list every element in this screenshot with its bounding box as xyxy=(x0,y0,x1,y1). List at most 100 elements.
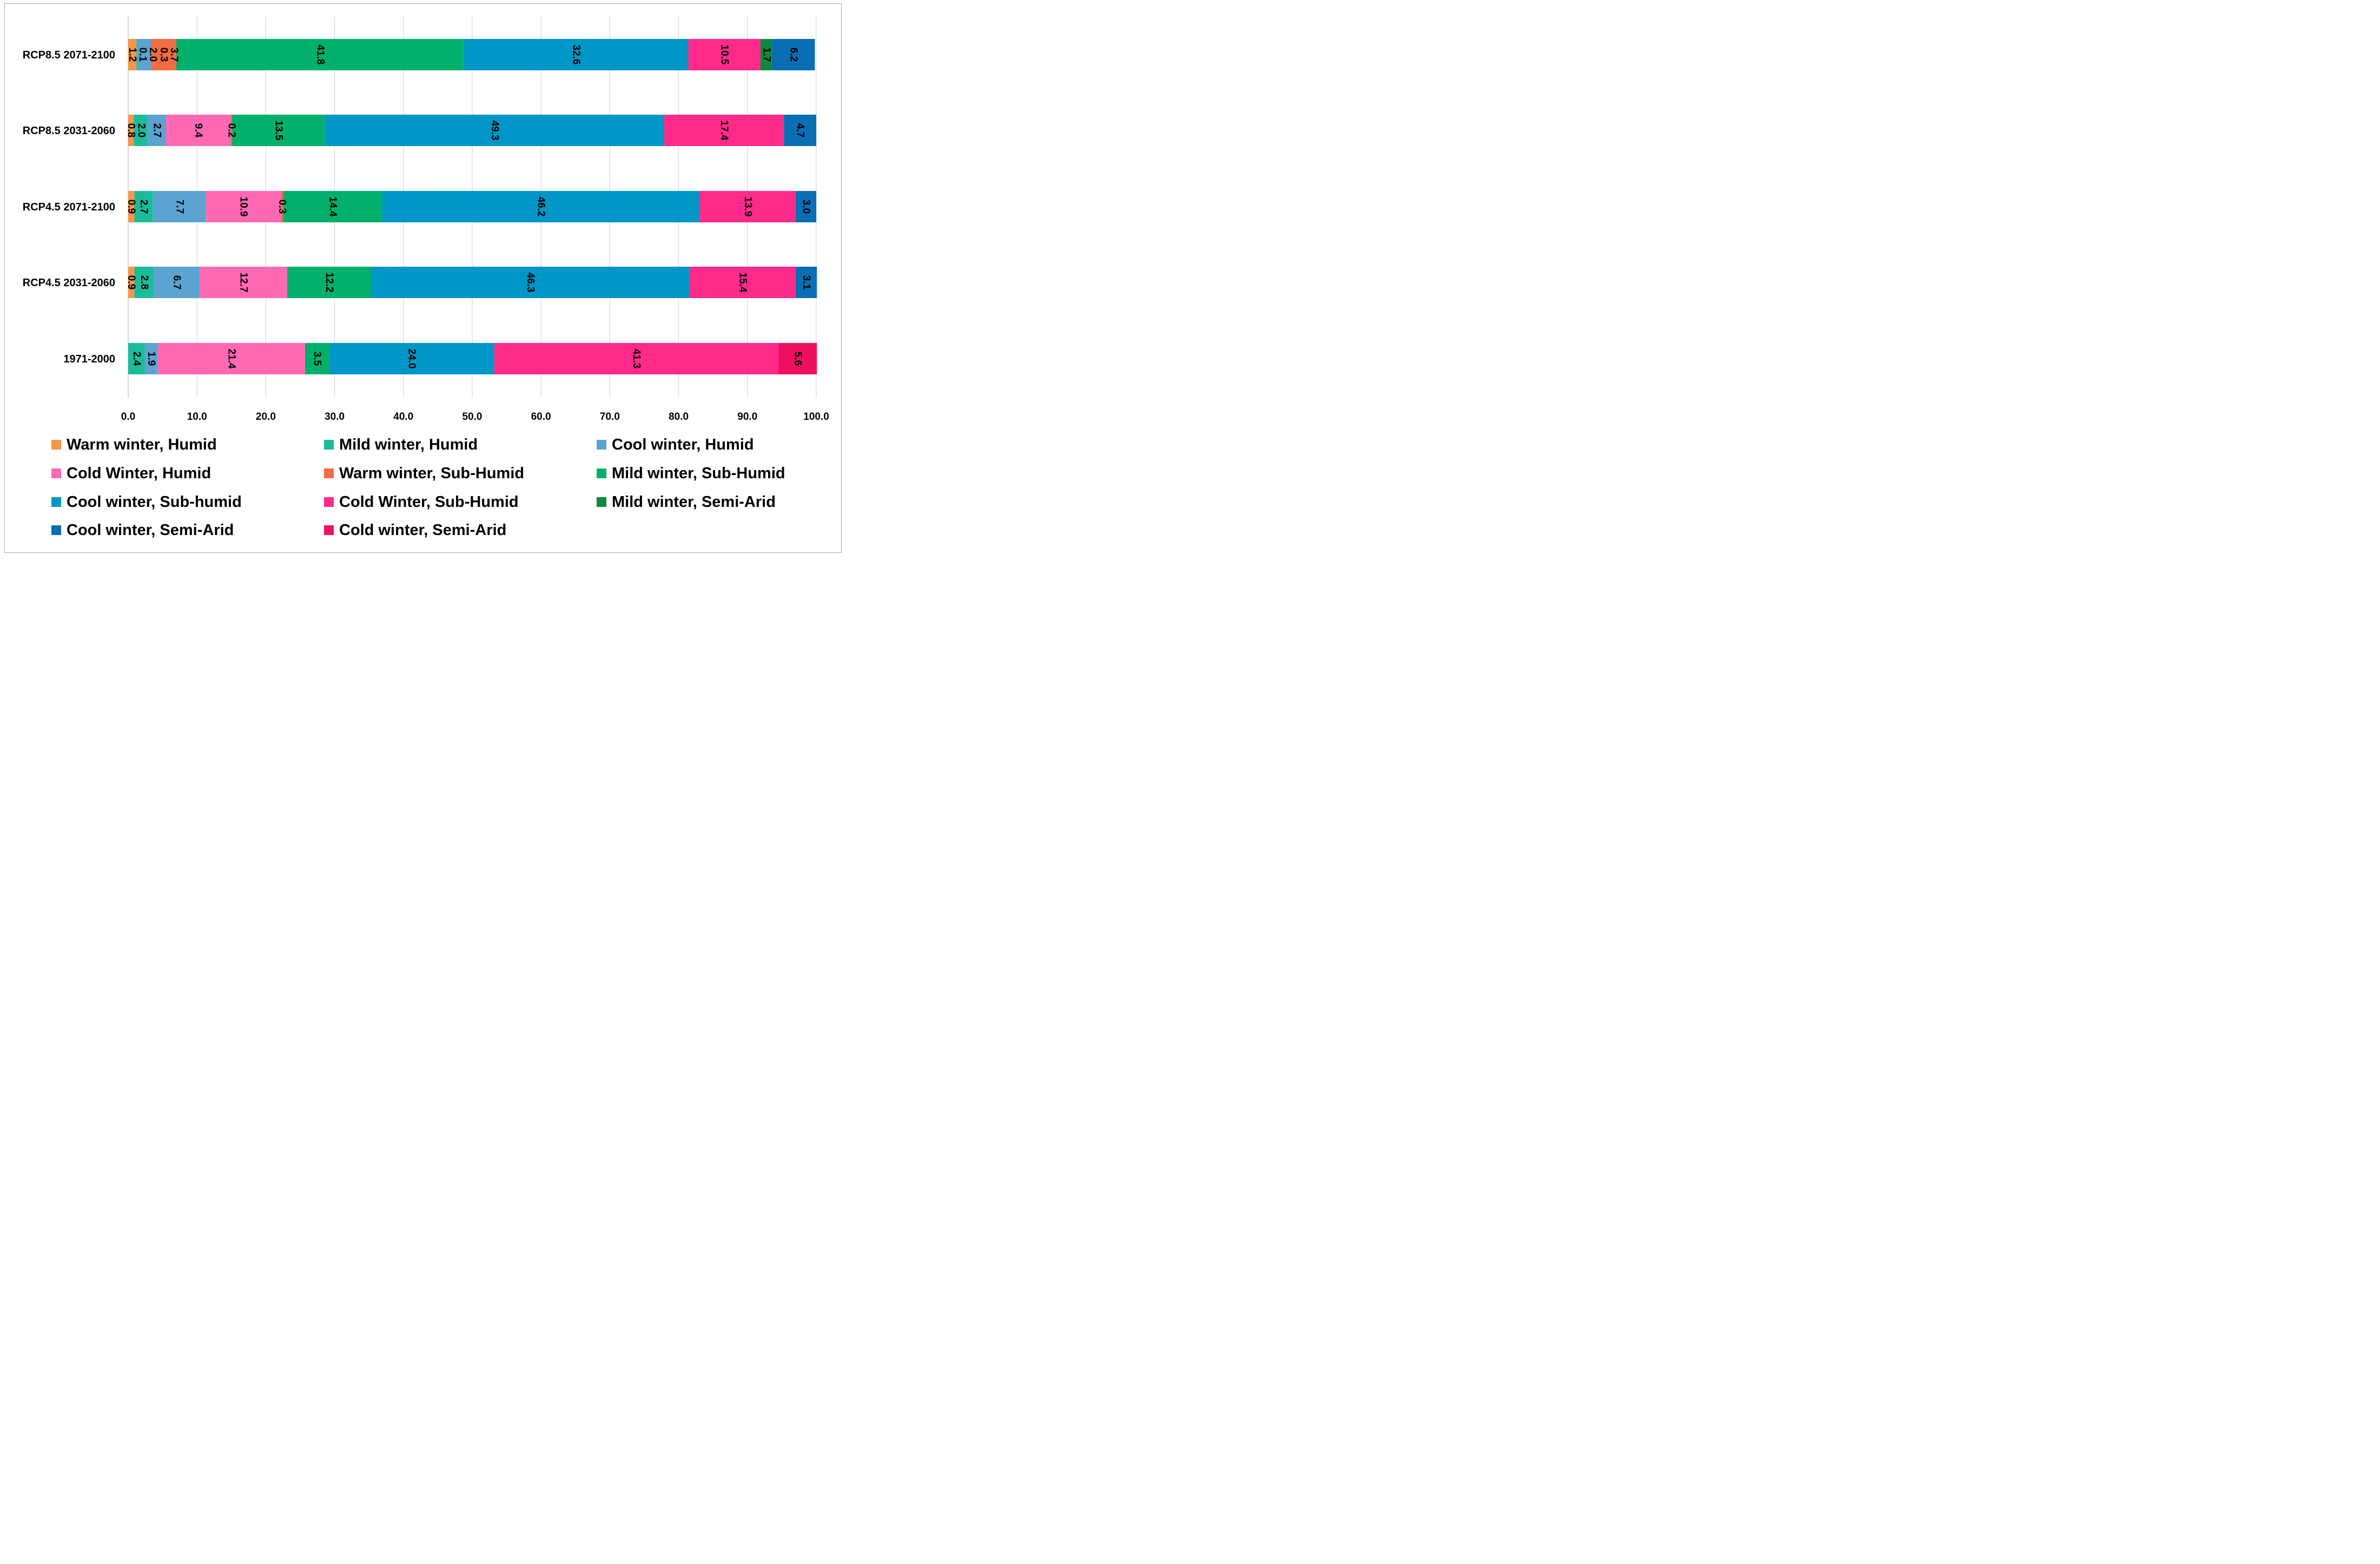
x-tick-label: 20.0 xyxy=(256,411,276,423)
bar-segment xyxy=(305,343,329,374)
data-label: 0.3 xyxy=(276,200,288,214)
data-label: 10.9 xyxy=(238,197,249,217)
category-label: RCP4.5 2031-2060 xyxy=(23,277,115,289)
x-tick-label: 100.0 xyxy=(803,411,829,423)
data-label: 2.8 xyxy=(138,275,150,289)
x-tick-label: 80.0 xyxy=(669,411,689,423)
data-label: 0.2 xyxy=(226,123,237,137)
bar-segment xyxy=(464,39,689,70)
bar-segment xyxy=(329,343,494,374)
bar-segment xyxy=(128,39,137,70)
bar-segment xyxy=(176,39,464,70)
x-tick-label: 40.0 xyxy=(393,411,413,423)
stacked-bar-chart: 0.0 10.0 20.0 30.0 40.0 50.0 60.0 70.0 80.0 90.0 1… xyxy=(23,16,829,423)
data-label: 6.7 xyxy=(171,275,182,289)
bar-segment xyxy=(128,267,135,298)
data-label: 24.0 xyxy=(406,349,418,369)
bar-segment xyxy=(134,115,148,146)
data-label: 41.3 xyxy=(631,349,642,369)
data-label: 1.7 xyxy=(761,48,772,62)
data-label: 13.5 xyxy=(273,121,284,141)
bar-segment xyxy=(784,115,816,146)
bar-segment xyxy=(166,115,231,146)
x-tick-label: 0.0 xyxy=(121,411,135,423)
data-label: 2.7 xyxy=(151,123,162,137)
bar-segment xyxy=(688,39,761,70)
data-label: 2.0 xyxy=(147,48,158,62)
x-tick-label: 70.0 xyxy=(600,411,620,423)
bar-segment xyxy=(136,39,137,70)
data-label: 2.4 xyxy=(131,352,142,366)
data-label: 2.7 xyxy=(138,200,149,214)
bar-segment xyxy=(287,267,372,298)
bar-segment xyxy=(778,343,817,374)
bar-segment xyxy=(200,267,287,298)
bar-segment xyxy=(134,267,154,298)
bar-segment xyxy=(153,191,206,222)
bar-segment xyxy=(128,191,135,222)
data-label: 21.4 xyxy=(226,349,237,369)
category-label: RCP4.5 2071-2100 xyxy=(23,201,115,213)
data-label: 5.6 xyxy=(792,352,803,366)
bar-segment xyxy=(206,191,281,222)
bar-segment xyxy=(232,115,325,146)
data-label: 46.3 xyxy=(525,273,536,293)
bar-segment xyxy=(128,343,145,374)
data-label: 7.7 xyxy=(174,200,185,214)
data-label: 13.9 xyxy=(742,197,753,217)
data-label: 17.4 xyxy=(718,121,730,141)
data-label: 14.4 xyxy=(327,197,338,217)
bar-segment xyxy=(128,115,134,146)
bar-segment xyxy=(689,267,796,298)
x-tick-label: 60.0 xyxy=(531,411,551,423)
data-label: 6.2 xyxy=(788,48,799,62)
bar-segment xyxy=(382,191,700,222)
bar-segment xyxy=(325,115,664,146)
bar-segment xyxy=(157,343,305,374)
bar-segment xyxy=(281,191,283,222)
x-tick-label: 90.0 xyxy=(737,411,757,423)
bar-segment xyxy=(795,267,817,298)
data-label: 0.9 xyxy=(125,200,137,214)
data-label: 0.9 xyxy=(125,275,137,289)
data-label: 3.0 xyxy=(800,200,811,214)
data-label: 32.6 xyxy=(571,45,582,65)
bar-segment xyxy=(664,115,784,146)
x-tick-label: 30.0 xyxy=(325,411,345,423)
data-label: 0.1 xyxy=(137,48,148,62)
data-label: 1.9 xyxy=(146,352,157,366)
bar-segment xyxy=(154,267,200,298)
x-tick-label: 50.0 xyxy=(462,411,482,423)
bar-segment xyxy=(230,115,233,146)
data-label: 15.4 xyxy=(737,273,748,293)
bar-segment xyxy=(772,39,815,70)
category-label: RCP8.5 2031-2060 xyxy=(23,125,115,137)
bar-segment xyxy=(700,191,796,222)
data-label: 41.8 xyxy=(314,45,326,65)
data-label: 49.3 xyxy=(489,121,500,141)
data-label: 12.2 xyxy=(323,273,335,293)
bar-segment xyxy=(494,343,779,374)
data-label: 12.7 xyxy=(238,273,249,293)
bar-segment xyxy=(144,343,158,374)
bar-segment xyxy=(795,191,816,222)
data-label: 3.5 xyxy=(312,352,323,366)
bar-segment xyxy=(150,39,177,70)
category-label: RCP8.5 2071-2100 xyxy=(23,49,115,61)
data-label: 4.7 xyxy=(795,123,806,137)
data-label: 10.5 xyxy=(719,45,730,65)
data-label: 9.4 xyxy=(193,123,204,138)
bar-segment xyxy=(147,115,166,146)
data-label: 46.2 xyxy=(536,197,547,217)
bar-segment xyxy=(137,39,151,70)
x-tick-label: 10.0 xyxy=(187,411,207,423)
data-label: 3.1 xyxy=(801,275,812,290)
bar-segment xyxy=(134,191,153,222)
bar-segment xyxy=(760,39,772,70)
data-label: 2.0 xyxy=(136,123,147,137)
data-label: 3.7 xyxy=(168,48,180,62)
data-label: 0.3 xyxy=(158,48,169,62)
data-label: 0.8 xyxy=(125,123,137,137)
data-label: 1.2 xyxy=(127,48,138,62)
bar-segment xyxy=(283,191,382,222)
